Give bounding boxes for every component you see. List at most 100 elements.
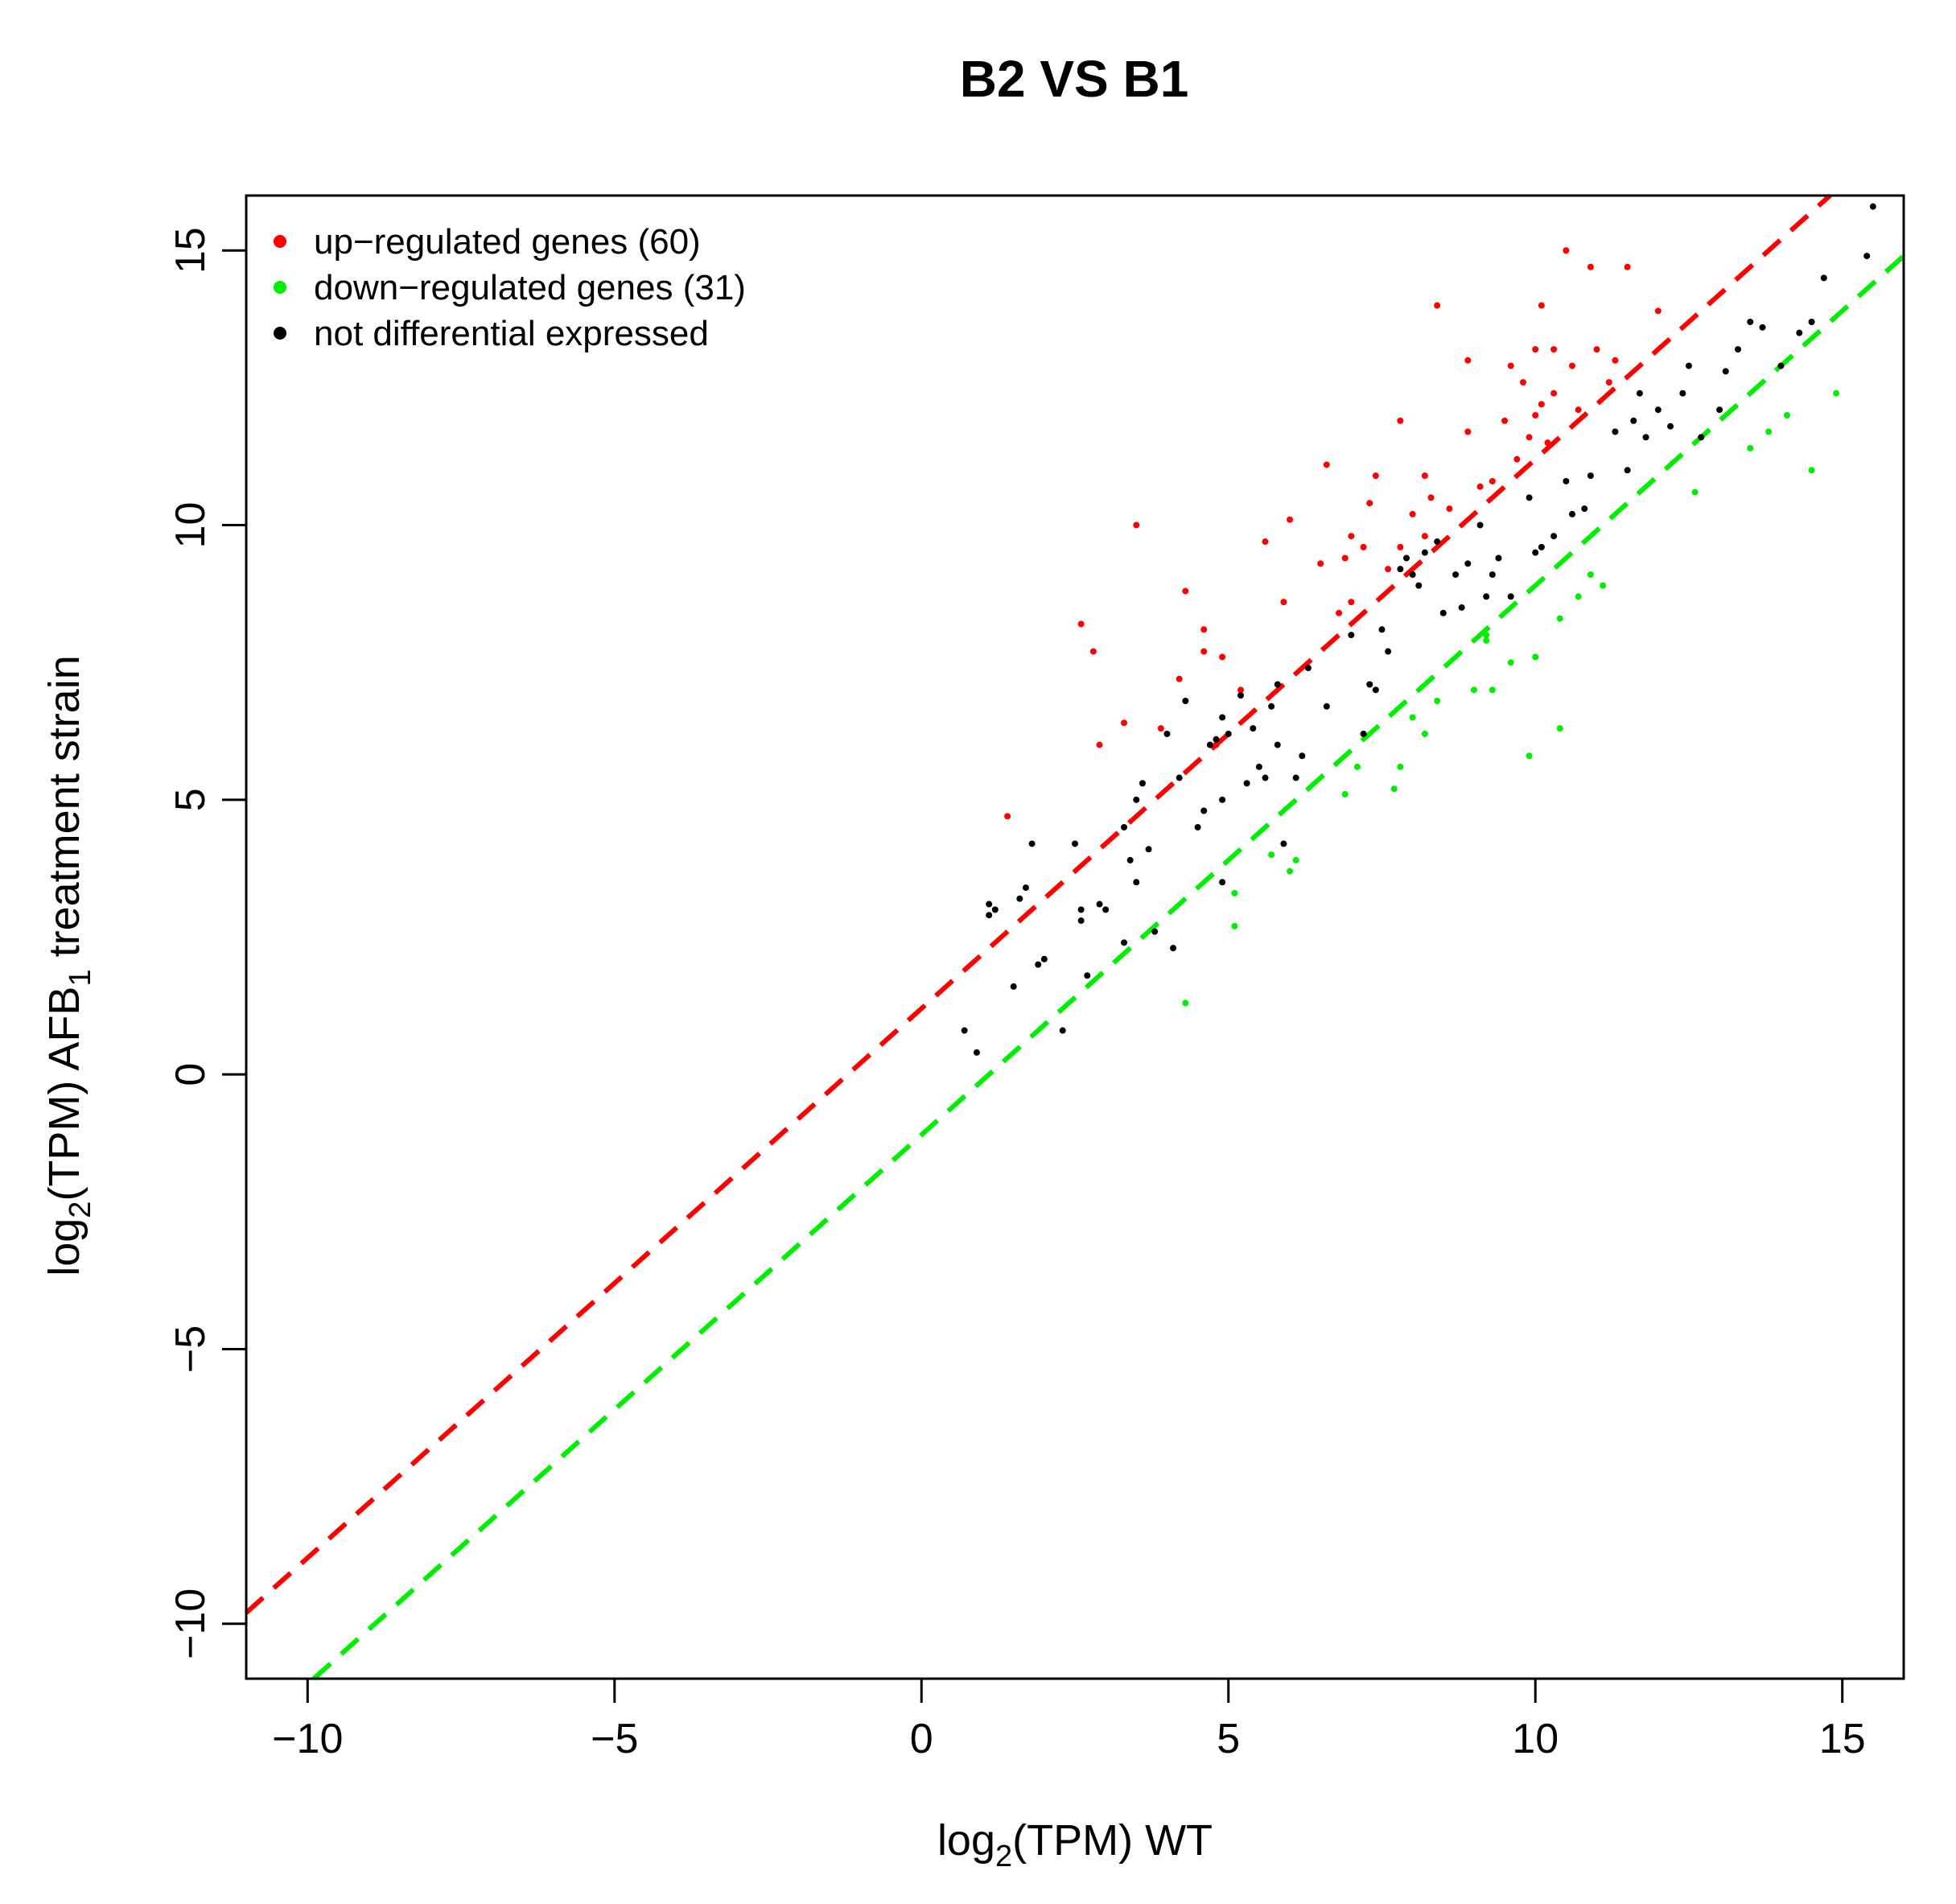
reference-line-0 (244, 193, 1832, 1615)
point-nd-55 (1409, 571, 1416, 578)
point-nd-43 (1280, 840, 1287, 847)
x-tick-label: 10 (1512, 1716, 1559, 1762)
point-up-10 (1262, 538, 1269, 546)
point-down-18 (1587, 571, 1594, 578)
point-up-25 (1446, 505, 1453, 513)
data-points (961, 203, 1876, 1056)
point-down-6 (1390, 785, 1398, 793)
point-up-12 (1317, 560, 1324, 567)
point-down-19 (1600, 582, 1607, 589)
point-nd-57 (1434, 538, 1441, 546)
point-up-17 (1360, 543, 1367, 550)
point-up-29 (1489, 477, 1496, 484)
point-nd-2 (986, 912, 993, 919)
point-nd-8 (1028, 840, 1036, 847)
point-nd-76 (1636, 389, 1643, 397)
point-nd-25 (1163, 730, 1171, 737)
point-nd-62 (1476, 521, 1484, 529)
point-down-24 (1292, 856, 1299, 863)
point-up-46 (1654, 307, 1662, 315)
point-up-31 (1519, 379, 1526, 386)
legend-label-nd: not differential expressed (314, 314, 709, 353)
point-up-26 (1464, 428, 1472, 435)
y-axis: −10 −5 0 5 10 15 (167, 227, 246, 1659)
point-nd-3 (986, 900, 993, 908)
point-nd-84 (1735, 346, 1741, 353)
point-up-47 (1213, 741, 1220, 748)
point-nd-29 (1200, 807, 1208, 814)
point-down-27 (1507, 659, 1514, 666)
point-down-29 (1691, 488, 1699, 496)
point-up-53 (1575, 406, 1582, 414)
y-tick-label: 5 (167, 788, 214, 811)
point-nd-24 (1151, 928, 1159, 935)
legend-label-up: up−regulated genes (60) (314, 222, 701, 262)
point-nd-30 (1206, 741, 1213, 748)
point-down-4 (1287, 868, 1294, 875)
point-up-2 (1089, 648, 1097, 655)
point-up-20 (1397, 543, 1404, 550)
point-nd-50 (1372, 686, 1379, 694)
point-up-48 (1237, 686, 1244, 694)
point-up-4 (1133, 521, 1140, 529)
point-up-30 (1513, 455, 1521, 463)
legend-label-down: down−regulated genes (31) (314, 268, 746, 307)
point-nd-6 (1016, 895, 1023, 902)
point-nd-74 (1624, 467, 1631, 474)
point-nd-90 (1820, 274, 1827, 282)
y-tick-label: −10 (167, 1589, 214, 1659)
point-nd-80 (1679, 389, 1686, 397)
point-nd-44 (1292, 774, 1299, 781)
point-down-16 (1556, 725, 1563, 732)
y-tick-label: 10 (167, 502, 214, 549)
point-up-1 (1077, 620, 1085, 628)
plot-frame (245, 194, 1905, 1680)
point-down-15 (1532, 653, 1539, 661)
point-nd-42 (1274, 681, 1281, 688)
point-nd-37 (1243, 780, 1250, 787)
point-nd-49 (1366, 681, 1373, 688)
point-up-42 (1587, 263, 1594, 270)
point-nd-14 (1077, 917, 1085, 925)
point-nd-56 (1421, 549, 1428, 556)
point-nd-73 (1612, 428, 1619, 435)
x-tick-label: 0 (910, 1716, 933, 1762)
point-down-10 (1470, 686, 1477, 694)
point-up-56 (1176, 675, 1183, 682)
point-up-5 (1157, 725, 1164, 732)
point-up-11 (1287, 516, 1294, 523)
point-up-59 (1507, 362, 1514, 369)
point-nd-16 (1096, 900, 1103, 908)
point-nd-53 (1397, 566, 1404, 573)
legend-marker-nd (274, 327, 286, 340)
point-nd-31 (1213, 736, 1220, 743)
point-nd-87 (1777, 362, 1785, 369)
point-nd-78 (1654, 406, 1662, 414)
point-nd-18 (1121, 823, 1128, 830)
point-nd-64 (1495, 554, 1502, 562)
point-down-11 (1483, 637, 1490, 644)
point-nd-51 (1378, 626, 1386, 633)
point-up-23 (1427, 494, 1435, 501)
y-tick-label: 0 (167, 1063, 214, 1086)
point-down-5 (1341, 791, 1349, 798)
point-up-41 (1569, 362, 1575, 369)
point-nd-12 (1072, 840, 1078, 847)
y-axis-label: log2(TPM) AFB1 treatment strain (40, 655, 97, 1276)
reference-lines (244, 193, 1906, 1681)
point-nd-86 (1759, 324, 1766, 331)
point-nd-22 (1139, 780, 1146, 787)
point-nd-59 (1452, 571, 1460, 578)
point-up-27 (1464, 356, 1472, 364)
point-nd-100 (1489, 571, 1496, 578)
point-nd-94 (1304, 665, 1312, 672)
point-down-20 (1747, 444, 1754, 451)
point-up-52 (1501, 417, 1509, 424)
point-nd-93 (1102, 906, 1110, 913)
point-down-8 (1409, 714, 1416, 721)
point-nd-79 (1667, 422, 1674, 430)
chart-title: B2 VS B1 (960, 50, 1189, 108)
point-up-32 (1526, 434, 1533, 441)
y-tick-label: 15 (167, 227, 214, 274)
